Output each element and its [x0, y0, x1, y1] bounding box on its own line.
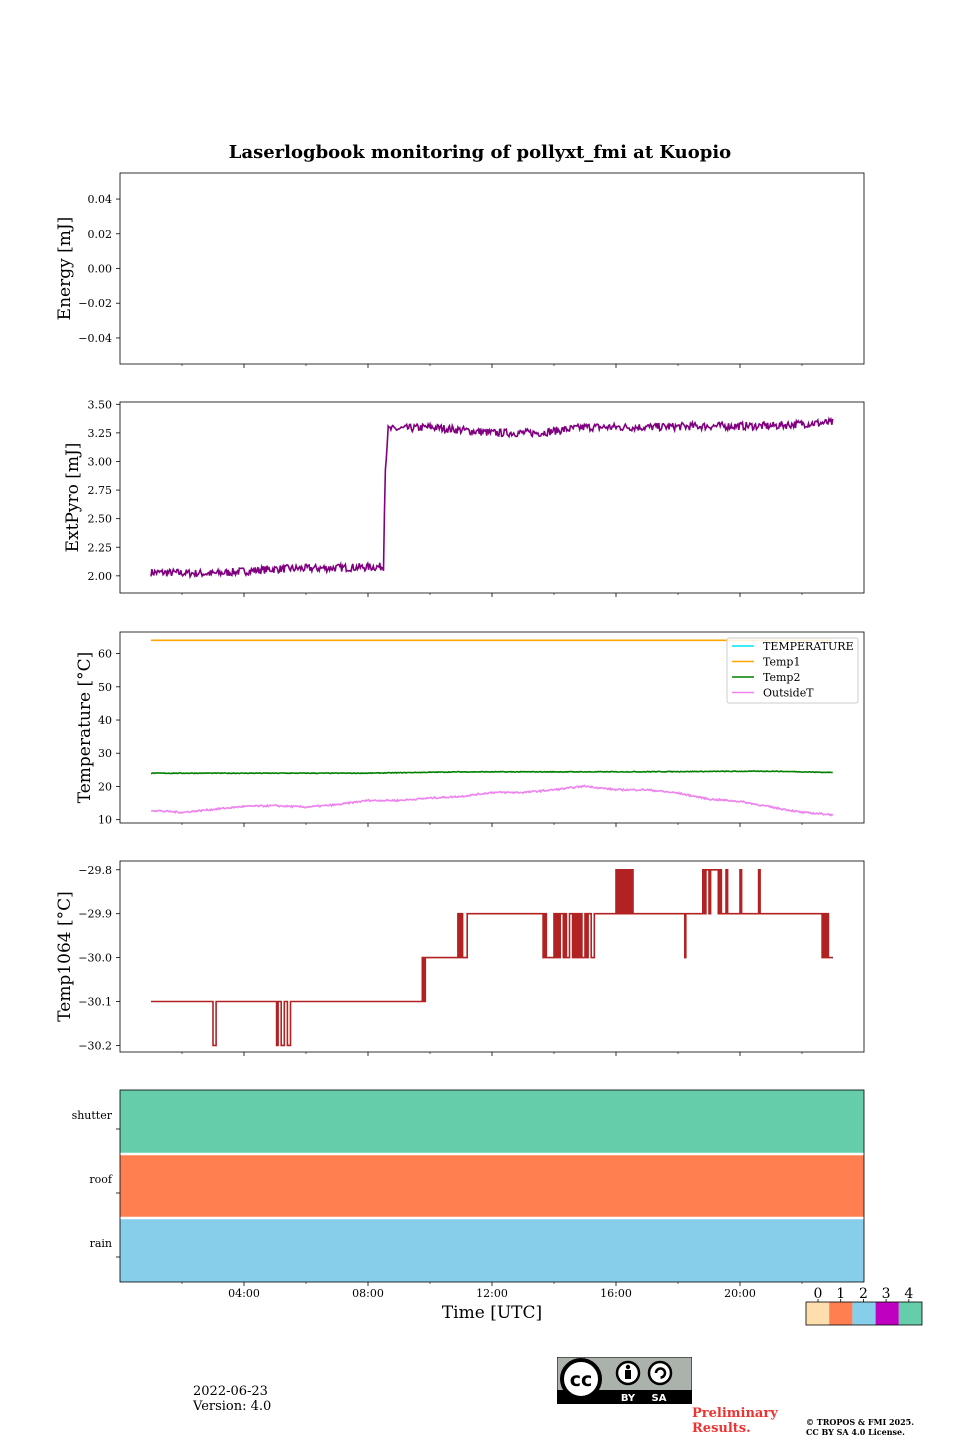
- chart-title: Laserlogbook monitoring of pollyxt_fmi a…: [229, 142, 731, 163]
- row-label: roof: [89, 1173, 113, 1186]
- y-tick-label: 50: [98, 681, 112, 694]
- colorbar-tick-label: 0: [814, 1286, 823, 1302]
- legend-item: Temp2: [763, 671, 800, 684]
- colorbar-tick-label: 2: [859, 1286, 868, 1302]
- colorbar-cell: [806, 1302, 830, 1325]
- y-axis-label: ExtPyro [mJ]: [63, 443, 83, 553]
- x-tick-label: 20:00: [724, 1287, 756, 1300]
- y-tick-label: −0.02: [78, 297, 112, 310]
- y-tick-label: 3.25: [88, 427, 113, 440]
- status-band-roof: [120, 1154, 864, 1218]
- colorbar-tick-label: 1: [836, 1286, 845, 1302]
- y-axis-label: Energy [mJ]: [55, 217, 75, 321]
- x-axis-label: Time [UTC]: [442, 1303, 542, 1323]
- preliminary-line-1: Preliminary: [692, 1406, 778, 1421]
- x-tick-label: 04:00: [228, 1287, 260, 1300]
- preliminary-line-2: Results.: [692, 1421, 751, 1436]
- series-line-extpyro: [150, 416, 834, 580]
- axes-frame: [119, 860, 865, 1053]
- legend: TEMPERATURE Temp1 Temp2 OutsideT: [726, 637, 859, 704]
- y-tick-label: 3.00: [88, 455, 113, 468]
- axes-frame: [119, 172, 865, 365]
- series-line-outsidet: [150, 784, 834, 817]
- y-tick-label: −30.1: [78, 996, 112, 1009]
- y-tick-label: 30: [98, 747, 112, 760]
- colorbar-tick-label: 4: [904, 1286, 913, 1302]
- x-tick-label: 16:00: [600, 1287, 632, 1300]
- y-axis-label: Temperature [°C]: [75, 652, 95, 804]
- panel-5: shutter roof rain 04:00 08:00 12:00 16:00 20:00: [72, 1089, 865, 1300]
- y-tick-label: 60: [98, 648, 112, 661]
- legend-item: TEMPERATURE: [763, 640, 854, 653]
- status-band-rain: [120, 1218, 864, 1282]
- cc-by-sa-badge[interactable]: cc BY SA: [557, 1357, 692, 1404]
- x-tick-label: 08:00: [352, 1287, 384, 1300]
- colorbar-tick-label: 3: [882, 1286, 891, 1302]
- colorbar-cell: [829, 1302, 853, 1325]
- legend-box: [726, 637, 859, 704]
- y-tick-label: 0.04: [88, 193, 113, 206]
- y-tick-label: −30.0: [78, 952, 112, 965]
- y-tick-label: 10: [98, 814, 112, 827]
- y-tick-label: −29.8: [78, 864, 112, 877]
- preliminary-note: Preliminary Results.: [692, 1406, 778, 1436]
- y-tick-label: −30.2: [78, 1039, 112, 1052]
- copyright-line-2: CC BY SA 4.0 License.: [806, 1427, 905, 1437]
- footer-version: Version: 4.0: [193, 1399, 272, 1414]
- legend-item: OutsideT: [763, 687, 814, 700]
- y-tick-label: 2.75: [88, 484, 113, 497]
- row-label: shutter: [72, 1109, 113, 1122]
- colorbar-cell: [898, 1302, 922, 1325]
- x-tick-label: 12:00: [476, 1287, 508, 1300]
- colorbar-frame: [805, 1301, 923, 1326]
- series-line-temp1064: [151, 868, 833, 1047]
- cc-by-label: BY: [621, 1393, 636, 1404]
- y-tick-label: 0.00: [88, 263, 113, 276]
- cc-sa-label: SA: [652, 1393, 667, 1404]
- colorbar-cell: [875, 1302, 899, 1325]
- sa-icon: [647, 1360, 673, 1386]
- status-band-shutter: [120, 1090, 864, 1154]
- cc-mark: cc: [570, 1369, 593, 1391]
- row-label: rain: [90, 1237, 112, 1250]
- footer-date: 2022-06-23: [193, 1384, 268, 1399]
- series-line-temp2: [151, 770, 833, 775]
- y-tick-label: 3.50: [88, 398, 113, 411]
- y-tick-label: −29.9: [78, 908, 112, 921]
- y-tick-label: 2.00: [88, 570, 113, 583]
- cc-icon: [560, 1358, 602, 1400]
- y-tick-label: −0.04: [78, 332, 112, 345]
- copyright-note: © TROPOS & FMI 2025. CC BY SA 4.0 Licens…: [806, 1417, 914, 1437]
- colorbar-cell: [852, 1302, 876, 1325]
- y-axis-label: Temp1064 [°C]: [55, 891, 75, 1022]
- y-tick-label: 2.25: [88, 541, 113, 554]
- legend-item: Temp1: [763, 656, 800, 669]
- panel-4: −29.8 −29.9 −30.0 −30.1 −30.2 Temp1064 [°C]: [55, 860, 865, 1056]
- y-tick-label: 2.50: [88, 513, 113, 526]
- y-tick-label: 40: [98, 714, 112, 727]
- panel-2: 3.50 3.25 3.00 2.75 2.50 2.25 2.00 ExtPyro [mJ]: [63, 398, 865, 597]
- y-tick-label: 20: [98, 780, 112, 793]
- y-tick-label: 0.02: [88, 228, 113, 241]
- copyright-line-1: © TROPOS & FMI 2025.: [806, 1417, 915, 1427]
